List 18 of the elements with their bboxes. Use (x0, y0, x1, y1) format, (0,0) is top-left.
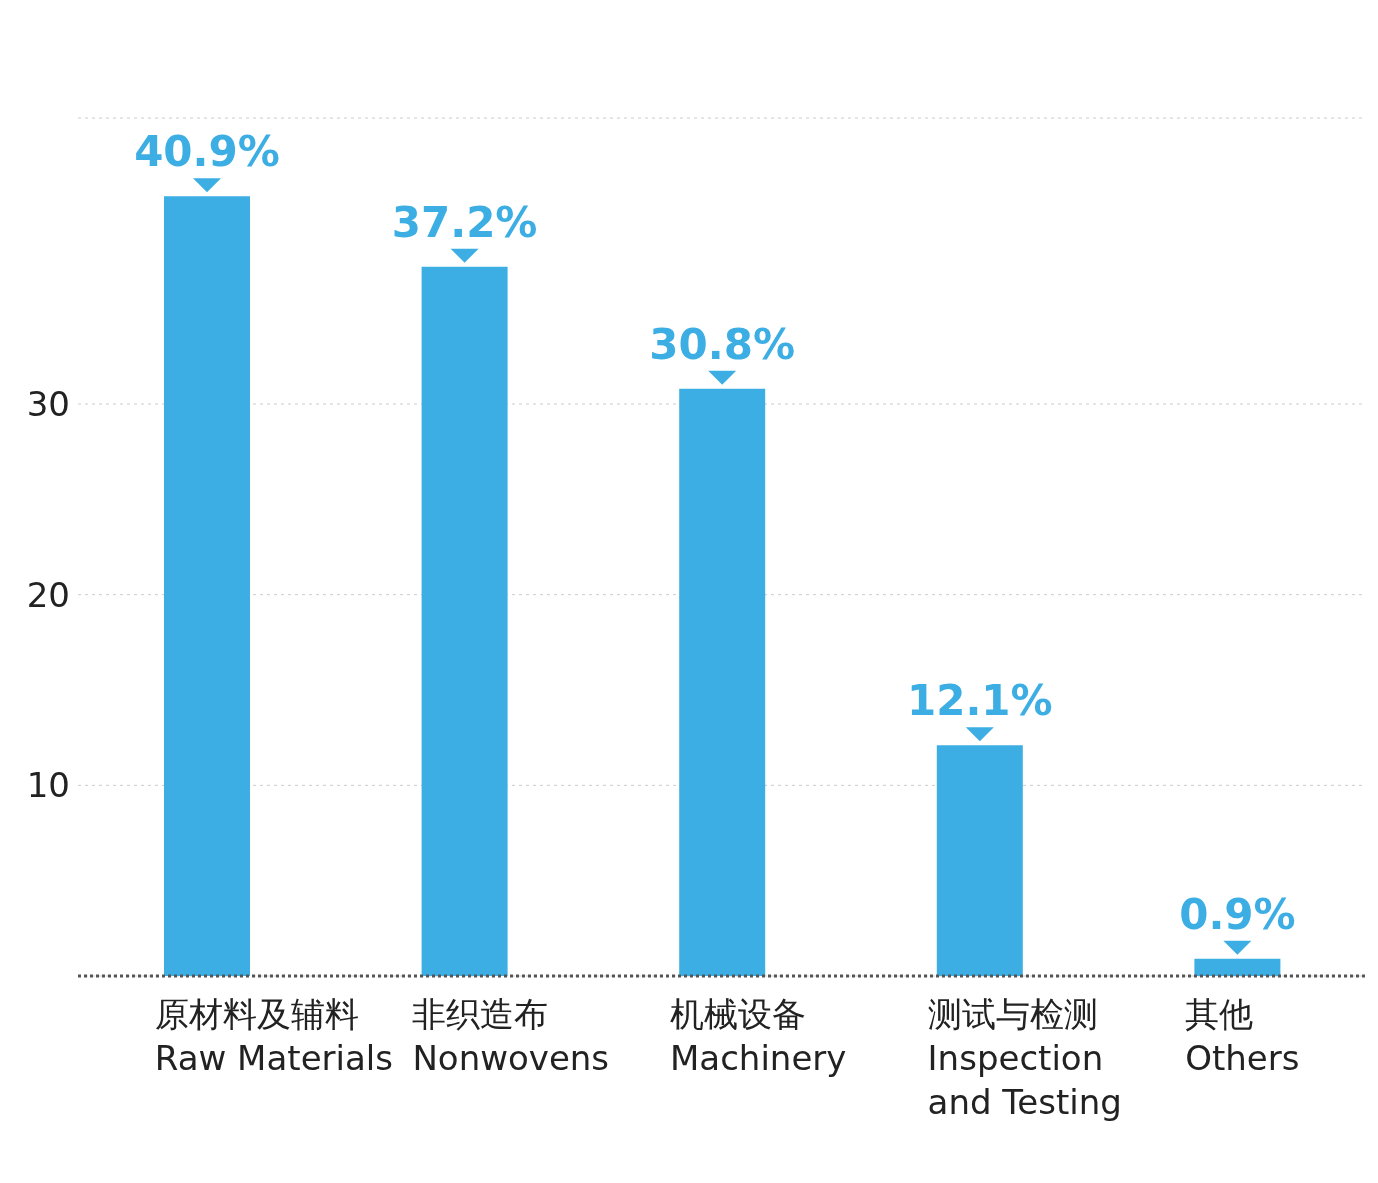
bar (421, 266, 508, 976)
bar (679, 388, 766, 976)
bar (164, 196, 250, 976)
x-tick-label: 非织造布 Nonwovens (412, 994, 610, 1078)
bar (1194, 958, 1281, 976)
data-label: 37.2% (391, 197, 538, 247)
y-tick-label: 10 (26, 765, 70, 806)
x-tick-label: 其他 Others (1185, 994, 1300, 1078)
x-tick-label: 机械设备 Machinery (670, 994, 847, 1078)
y-tick-label: 30 (26, 384, 70, 425)
data-label: 12.1% (906, 676, 1053, 726)
bar (936, 745, 1023, 976)
data-label: 40.9% (134, 127, 280, 177)
x-tick-label: 测试与检测 Inspection and Testing (927, 994, 1122, 1122)
x-tick-label: 原材料及辅料 Raw Materials (154, 994, 393, 1078)
y-tick-label: 20 (26, 574, 70, 615)
data-label: 30.8% (649, 319, 796, 369)
data-label: 0.9% (1179, 889, 1296, 939)
